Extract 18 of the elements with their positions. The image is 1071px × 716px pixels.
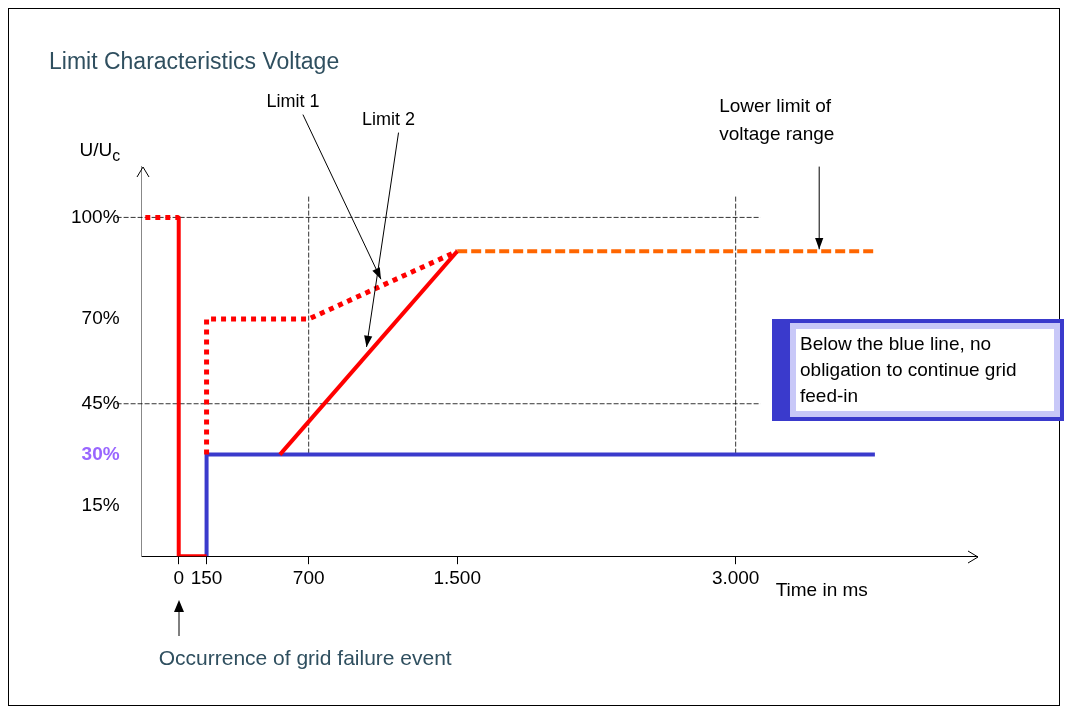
text: Limit 2 <box>362 108 416 129</box>
note-box: Below the blue line, no obligation to continue grid feed-in <box>772 319 1064 422</box>
x-axis-title: Time in ms <box>775 579 868 601</box>
x-tick-label: 700 <box>292 566 325 588</box>
chart-title: Limit Characteristics Voltage <box>49 48 340 75</box>
x-tick-label: 150 <box>190 566 223 588</box>
x-tick-label: 0 <box>173 566 185 588</box>
y-tick-label: 15% <box>81 493 120 515</box>
y-tick-label: 100% <box>70 205 120 227</box>
text: Occurrence of grid failure event <box>158 646 452 671</box>
y-axis-title: U/U$_{c}$ <box>79 138 121 165</box>
x-tick-label: 3.000 <box>711 566 760 588</box>
annotation: Lower limit of voltage range <box>719 94 835 144</box>
x-tick-label: 1.500 <box>433 566 481 588</box>
y-tick-label: 70% <box>81 307 120 329</box>
y-tick-label: 30% <box>81 442 120 464</box>
y-tick-label: 45% <box>81 391 120 413</box>
text: Limit 1 <box>266 90 320 111</box>
